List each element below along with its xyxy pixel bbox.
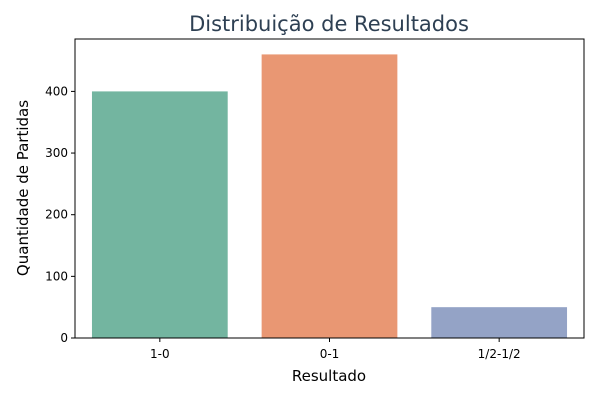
chart-title: Distribuição de Resultados [189, 12, 469, 36]
y-tick-label: 300 [45, 146, 68, 160]
y-tick-label: 200 [45, 208, 68, 222]
x-axis-label: Resultado [292, 367, 366, 385]
bar-1-0 [91, 91, 228, 338]
x-tick-label: 1/2-1/2 [478, 347, 521, 361]
bar-0-1 [261, 54, 398, 338]
plot-area: 0 100 200 300 400 1-0 0-1 1/2-1/2 [45, 38, 585, 361]
y-tick-label: 100 [45, 269, 68, 283]
y-tick-label: 0 [60, 331, 68, 345]
x-tick-label: 0-1 [320, 347, 340, 361]
y-tick-label: 400 [45, 84, 68, 98]
bar-1-2-1-2 [431, 307, 568, 338]
y-axis-label: Quantidade de Partidas [14, 100, 32, 276]
x-tick-label: 1-0 [150, 347, 170, 361]
